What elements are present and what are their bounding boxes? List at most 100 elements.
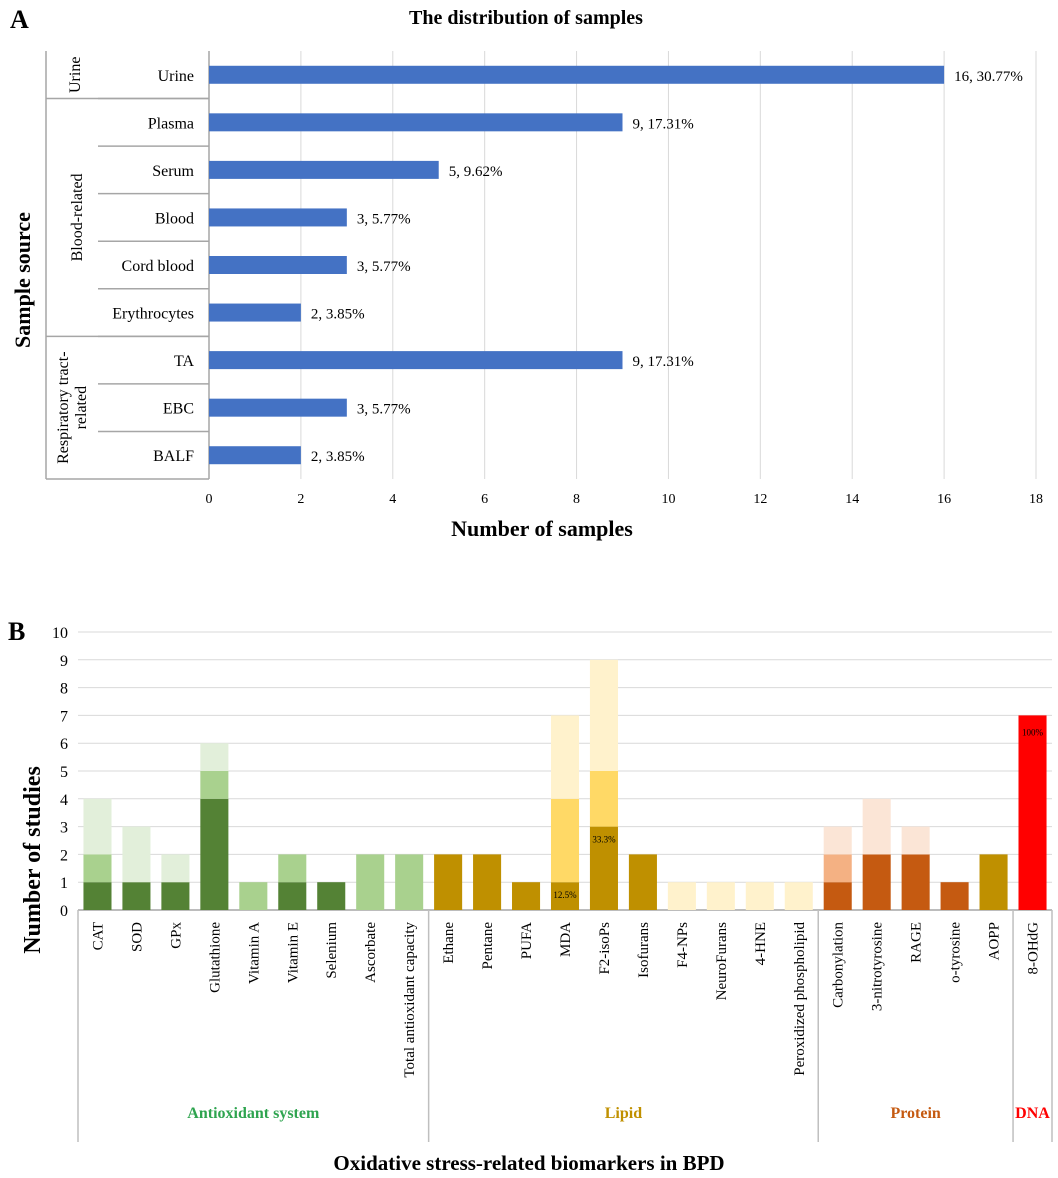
bar-segment [901,854,930,910]
category-label: Total antioxidant capacity [402,922,418,1078]
bar-segment [356,854,385,910]
category-label: Vitamin E [285,922,301,983]
y-tick-label: 7 [60,708,68,725]
bar-segment [862,854,891,910]
category-label: GPx [168,922,184,949]
group-label: Blood-related [69,173,86,261]
category-label: Ethane [441,922,457,964]
bar-annotation: 12.5% [553,890,577,900]
category-label: TA [174,353,194,370]
bar-segment [122,882,151,910]
category-label: EBC [163,401,194,418]
category-label: RAGE [909,922,925,963]
bar-segment [239,882,268,910]
bar-segment [628,854,657,910]
data-label: 9, 17.31% [633,354,694,370]
x-tick-label: 4 [389,492,396,507]
bar-segment [550,882,580,910]
group-label: DNA [1015,1105,1050,1122]
bar-segment [589,771,618,827]
category-label: AOPP [987,922,1003,960]
chart-b-plot: 0 1 2 3 4 5 6 7 8 9 10 Antioxidant system Lipid Prote… [52,625,1053,1142]
y-tick-label: 5 [60,764,68,781]
bar [209,65,945,84]
data-label: 2, 3.85% [311,307,365,323]
x-tick-label: 16 [937,492,951,507]
bar-segment [317,882,346,910]
bar-segment [200,743,229,771]
category-label: Ascorbate [363,922,379,983]
category-label: BALF [153,448,194,465]
category-label: Glutathione [207,922,223,993]
bar-segment [589,826,618,910]
data-label: 3, 5.77% [357,259,411,275]
bar-segment [550,798,580,883]
category-label: Pentane [480,922,496,970]
group-label: Lipid [605,1105,642,1122]
data-label: 3, 5.77% [357,211,411,227]
group-label: Antioxidant system [187,1105,320,1122]
bar-segment [473,854,502,910]
y-tick-label: 10 [52,625,68,642]
data-label: 3, 5.77% [357,402,411,418]
category-label: Urine [158,68,194,85]
category-label: 3-nitrotyrosine [870,922,886,1011]
x-tick-label: 14 [845,492,859,507]
x-tick-label: 18 [1029,492,1043,507]
bar-segment [434,854,463,910]
x-tick-label: 8 [573,492,580,507]
panel-b-label: B [8,617,25,646]
bar-segment [278,882,307,910]
y-tick-label: 1 [60,875,68,892]
category-label: PUFA [519,922,535,959]
y-tick-label: 8 [60,681,68,698]
bar-segment [823,826,852,855]
bar-segment [550,715,580,799]
bar-segment [979,854,1008,910]
category-label: SOD [129,922,145,952]
category-label: Erythrocytes [112,306,194,323]
bar-segment [161,854,190,883]
bar-segment [667,882,696,910]
data-label: 2, 3.85% [311,449,365,465]
bar-segment [161,882,190,910]
category-label: Peroxidized phospholipid [792,922,808,1076]
bar [209,446,301,465]
category-label: Serum [152,163,194,180]
bar [209,160,439,179]
bar-segment [862,798,891,855]
x-tick-label: 0 [206,492,213,507]
bar-segment [200,798,229,910]
bar-segment [83,854,112,883]
y-tick-label: 3 [60,820,68,837]
bar [209,351,623,370]
bar-segment [512,882,541,910]
category-label: NeuroFurans [714,922,730,1000]
chart-b-ylabel: Number of studies [20,766,46,954]
bar-segment [278,854,307,883]
data-label: 5, 9.62% [449,164,503,180]
data-label: 16, 30.77% [954,69,1023,85]
category-label: Selenium [324,922,340,979]
chart-a-title: The distribution of samples [409,7,643,29]
y-tick-label: 2 [60,847,68,864]
y-tick-label: 4 [60,792,68,809]
group-label-line: Respiratory tract- [55,351,72,463]
category-label: Vitamin A [246,922,262,984]
y-tick-label: 0 [60,903,68,920]
bar [209,208,347,227]
bar-annotation: 33.3% [592,835,616,845]
panel-a-label: A [10,5,29,34]
bar [209,303,301,322]
category-label: Isofurans [636,922,652,978]
bar-segment [823,882,852,910]
category-label: 8-OHdG [1026,922,1042,975]
category-label: F4-NPs [675,922,691,968]
bar-segment [1018,715,1047,910]
category-label: Carbonylation [831,922,847,1008]
bar-segment [83,882,112,910]
bar-segment [83,798,112,855]
chart-a-plot: 0 2 4 6 8 10 12 14 16 18 Urine Blood-related Respira… [45,51,1043,507]
y-tick-label: 6 [60,736,68,753]
category-label: Blood [155,210,194,227]
